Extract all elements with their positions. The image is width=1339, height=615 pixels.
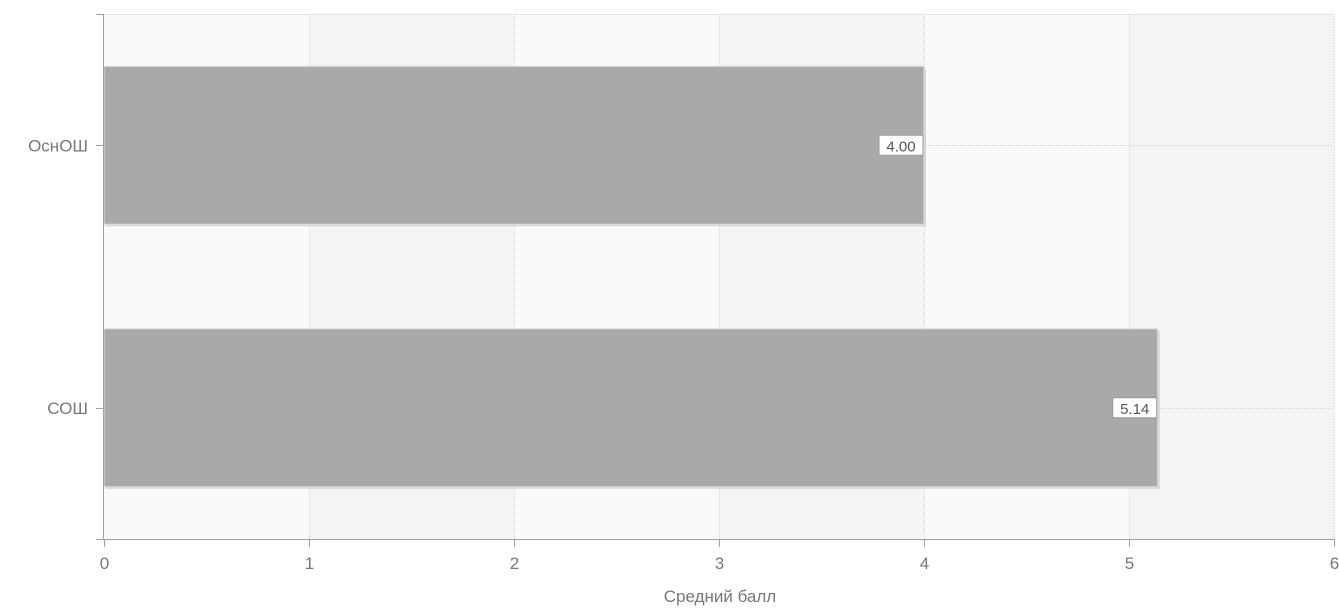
x-tick-label: 3 bbox=[715, 554, 724, 573]
x-tick-label: 1 bbox=[305, 554, 314, 573]
value-label-box bbox=[1112, 397, 1158, 419]
bar-sosh bbox=[103, 328, 1159, 488]
bars bbox=[103, 65, 1160, 489]
value-label: 5.14 bbox=[1120, 401, 1149, 418]
x-tick-label: 2 bbox=[510, 554, 519, 573]
bar-osnosh bbox=[103, 65, 925, 225]
value-label: 4.00 bbox=[886, 138, 915, 155]
x-tick-label: 4 bbox=[920, 554, 929, 573]
x-tick-label: 6 bbox=[1330, 554, 1339, 573]
value-labels: 4.00 5.14 bbox=[878, 134, 1158, 419]
background-band bbox=[1129, 14, 1334, 539]
x-tick-label: 5 bbox=[1125, 554, 1134, 573]
x-tick-label: 0 bbox=[100, 554, 109, 573]
x-axis-title: Средний балл bbox=[664, 587, 776, 606]
y-tick-label: СОШ bbox=[47, 399, 88, 418]
y-tick-label: ОснОШ bbox=[28, 136, 88, 155]
axes: ОснОШ СОШ 0 1 2 3 4 5 6 bbox=[28, 14, 1339, 573]
value-label-box bbox=[878, 134, 924, 156]
